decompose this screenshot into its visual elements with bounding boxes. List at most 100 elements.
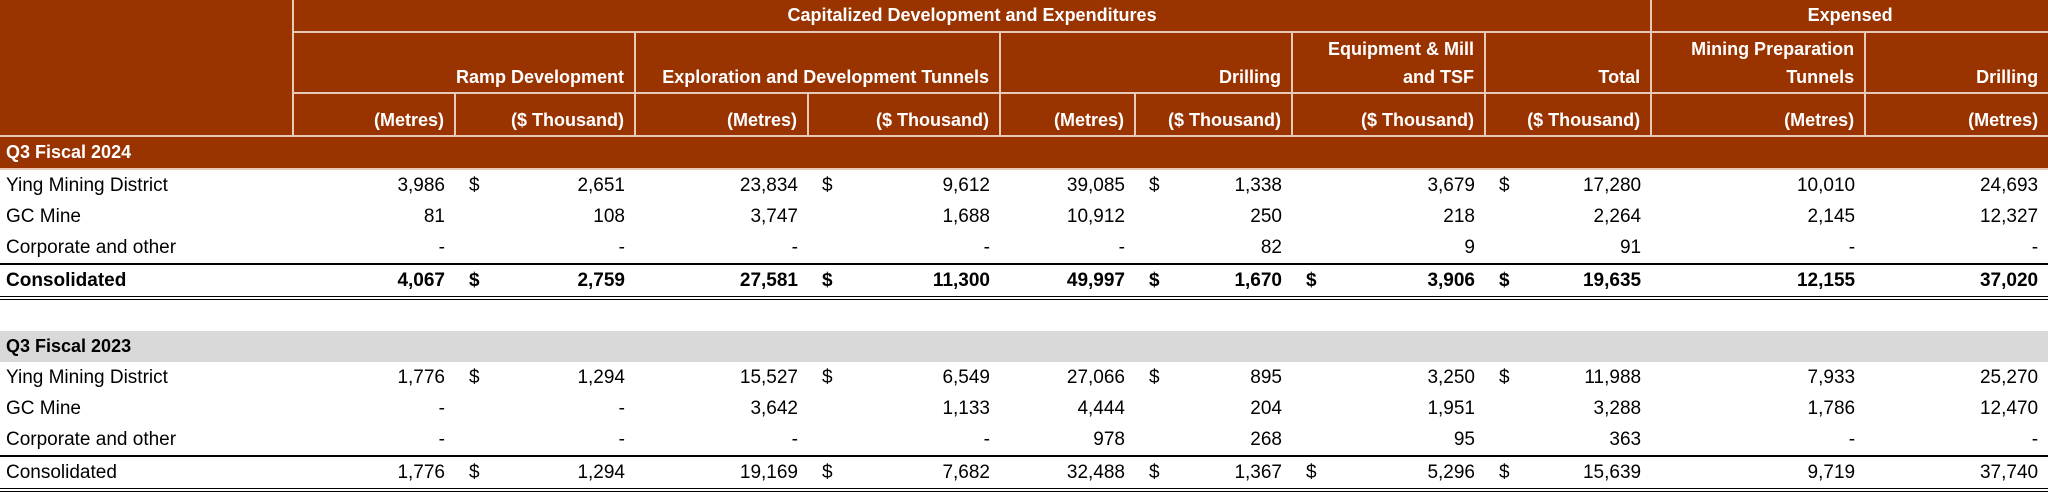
value-wrap: $895 bbox=[1145, 367, 1282, 389]
value-cell: - bbox=[455, 393, 635, 424]
value-wrap: - bbox=[818, 237, 990, 259]
value-wrap: $19,635 bbox=[1495, 270, 1641, 292]
row-label: Consolidated bbox=[0, 455, 293, 492]
currency-symbol: $ bbox=[1149, 366, 1160, 388]
value: 1,133 bbox=[942, 397, 990, 419]
row-label: Corporate and other bbox=[6, 236, 177, 258]
value-cell: 37,020 bbox=[1865, 263, 2048, 300]
currency-symbol bbox=[1010, 270, 1014, 292]
value-cell: $6,549 bbox=[808, 362, 1000, 393]
value: 25,270 bbox=[1979, 366, 2039, 388]
value-cell: 39,085 bbox=[1000, 169, 1135, 201]
row-label: Ying Mining District bbox=[6, 366, 168, 388]
value-wrap: 19,169 bbox=[645, 462, 798, 484]
unit-header: ($ Thousand) bbox=[1291, 93, 1486, 137]
currency-symbol bbox=[1302, 237, 1306, 259]
value-cell: $3,906 bbox=[1292, 263, 1485, 300]
table-row: Corporate and other - - - - - 82 9 91 - - bbox=[0, 232, 2048, 264]
currency-symbol bbox=[1302, 398, 1306, 420]
value: 15,527 bbox=[739, 366, 798, 388]
value-wrap: - bbox=[303, 237, 445, 259]
spacer-row bbox=[0, 298, 2048, 331]
value-cell: - bbox=[808, 232, 1000, 264]
value-wrap: $2,759 bbox=[465, 270, 625, 292]
value-cell: 2,264 bbox=[1485, 201, 1651, 232]
currency-symbol bbox=[1145, 429, 1149, 451]
currency-symbol bbox=[1010, 429, 1014, 451]
value-cell: 108 bbox=[455, 201, 635, 232]
unit-header: ($ Thousand) bbox=[1134, 93, 1293, 137]
value-cell: - bbox=[1000, 232, 1135, 264]
subgroup-total: Total bbox=[1483, 32, 1653, 94]
currency-symbol bbox=[1875, 175, 1879, 197]
value-wrap: $17,280 bbox=[1495, 175, 1641, 197]
currency-symbol bbox=[645, 206, 649, 228]
value-cell: 91 bbox=[1485, 232, 1651, 264]
currency-symbol bbox=[1010, 367, 1014, 389]
currency-symbol bbox=[818, 398, 822, 420]
subgroup-drilling: Drilling bbox=[999, 32, 1293, 94]
value: 37,020 bbox=[1979, 269, 2039, 291]
value-cell: 3,747 bbox=[635, 201, 808, 232]
value-wrap: 27,581 bbox=[645, 270, 798, 292]
currency-symbol: $ bbox=[1149, 174, 1160, 196]
value-wrap: - bbox=[303, 429, 445, 451]
value-wrap: - bbox=[1661, 237, 1855, 259]
value: 39,085 bbox=[1066, 174, 1125, 196]
value-wrap: 91 bbox=[1495, 237, 1641, 259]
currency-symbol: $ bbox=[822, 366, 833, 388]
value: 4,067 bbox=[397, 269, 445, 291]
value-wrap: - bbox=[1661, 429, 1855, 451]
value: 81 bbox=[423, 205, 445, 227]
value-wrap: - bbox=[1875, 429, 2038, 451]
currency-symbol bbox=[1661, 429, 1665, 451]
value: 17,280 bbox=[1582, 174, 1642, 196]
value-wrap: 25,270 bbox=[1875, 367, 2038, 389]
value-cell: 19,169 bbox=[635, 455, 808, 492]
value-cell: 82 bbox=[1135, 232, 1292, 264]
total-row: Consolidated 4,067 $2,759 27,581 $11,300 49,9… bbox=[0, 263, 2048, 300]
value: 1,951 bbox=[1427, 397, 1475, 419]
currency-symbol bbox=[303, 367, 307, 389]
value: 1,670 bbox=[1234, 269, 1282, 291]
value-cell: - bbox=[455, 424, 635, 456]
value: 3,250 bbox=[1427, 366, 1475, 388]
value: 3,906 bbox=[1427, 269, 1475, 291]
value: 3,986 bbox=[397, 174, 445, 196]
value-wrap: 12,470 bbox=[1875, 398, 2038, 420]
value: 1,367 bbox=[1234, 461, 1282, 483]
value-wrap: 250 bbox=[1145, 206, 1282, 228]
value-cell: 268 bbox=[1135, 424, 1292, 456]
currency-symbol bbox=[1661, 270, 1665, 292]
value: - bbox=[1848, 236, 1856, 258]
table-body: Q3 Fiscal 2024 Ying Mining District 3,986 $… bbox=[0, 136, 2048, 492]
currency-symbol: $ bbox=[1499, 366, 1510, 388]
value-cell: 10,010 bbox=[1651, 169, 1865, 201]
value-cell: 2,145 bbox=[1651, 201, 1865, 232]
value-wrap: 2,145 bbox=[1661, 206, 1856, 228]
value-wrap: $1,338 bbox=[1145, 175, 1282, 197]
currency-symbol bbox=[1495, 429, 1499, 451]
value: 9 bbox=[1464, 236, 1475, 258]
value-cell: 32,488 bbox=[1000, 455, 1135, 492]
total-row: Consolidated 1,776 $1,294 19,169 $7,682 32,48… bbox=[0, 455, 2048, 492]
currency-symbol bbox=[1495, 237, 1499, 259]
value-cell: 363 bbox=[1485, 424, 1651, 456]
value: 24,693 bbox=[1979, 174, 2039, 196]
value-wrap: 218 bbox=[1302, 206, 1475, 228]
value-cell: 3,986 bbox=[293, 169, 455, 201]
value: 7,933 bbox=[1807, 366, 1856, 388]
value: 1,776 bbox=[397, 366, 445, 388]
value-wrap: - bbox=[818, 429, 990, 451]
value: 11,300 bbox=[932, 269, 990, 291]
value-wrap: 32,488 bbox=[1010, 462, 1125, 484]
value: - bbox=[438, 397, 445, 419]
value: 978 bbox=[1093, 428, 1125, 450]
value-cell: 1,786 bbox=[1651, 393, 1865, 424]
value-wrap: - bbox=[1875, 237, 2038, 259]
table-header: Capitalized Development and Expenditures… bbox=[0, 0, 2048, 137]
currency-symbol bbox=[1875, 270, 1879, 292]
currency-symbol bbox=[1661, 462, 1665, 484]
value-wrap: - bbox=[645, 429, 798, 451]
unit-header: (Metres) bbox=[1650, 93, 1867, 137]
